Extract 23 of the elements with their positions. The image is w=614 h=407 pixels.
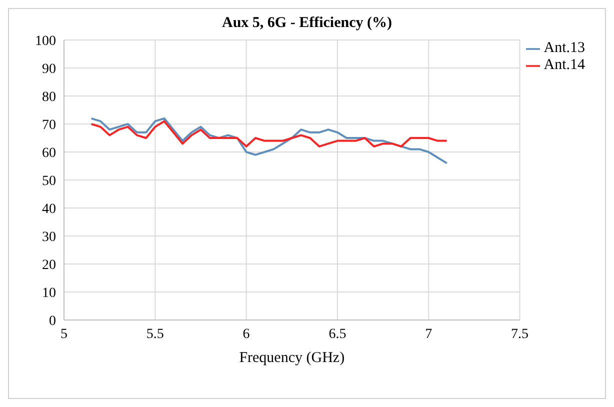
- x-tick-label: 6: [242, 326, 250, 342]
- y-tick-label: 100: [35, 34, 56, 49]
- y-tick-label: 10: [42, 286, 56, 301]
- y-tick-label: 20: [42, 258, 56, 273]
- y-tick-label: 80: [42, 90, 56, 105]
- y-tick-label: 70: [42, 118, 56, 133]
- y-tick-label: 40: [42, 202, 56, 217]
- y-tick-label: 90: [42, 62, 56, 77]
- x-tick-label: 6.5: [328, 326, 346, 342]
- x-tick-label: 7: [425, 326, 432, 342]
- y-tick-label: 0: [49, 314, 56, 329]
- y-tick-label: 60: [42, 146, 56, 161]
- x-tick-label: 5.5: [146, 326, 164, 342]
- y-tick-label: 50: [42, 174, 56, 189]
- chart-title: Aux 5, 6G - Efficiency (%): [221, 15, 393, 32]
- x-axis-title: Frequency (GHz): [239, 350, 345, 366]
- x-tick-label: 7.5: [511, 326, 528, 342]
- legend-label: Ant.14: [544, 57, 585, 73]
- x-tick-label: 5: [60, 326, 68, 342]
- y-tick-label: 30: [42, 230, 56, 245]
- line-series: [90, 120, 448, 148]
- legend-label: Ant.13: [544, 40, 585, 56]
- line-series: [90, 117, 448, 164]
